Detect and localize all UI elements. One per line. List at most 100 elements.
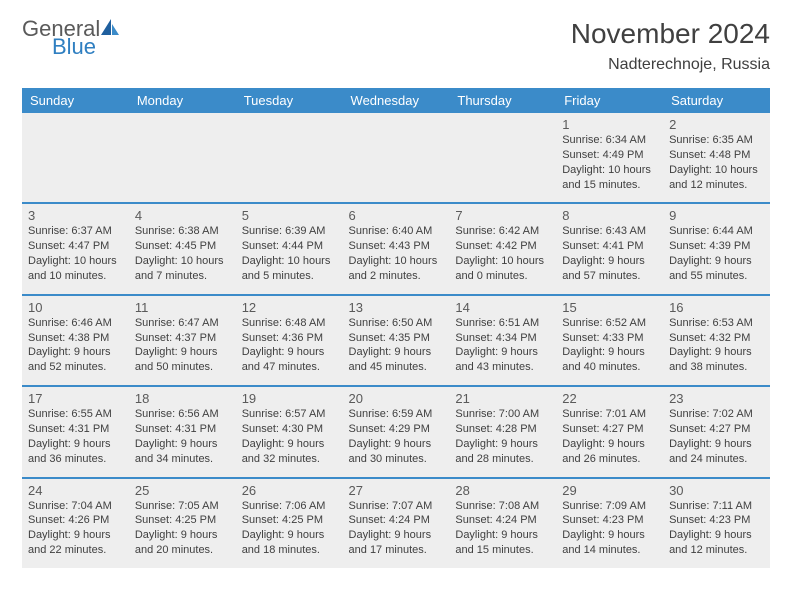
calendar-week-row: 24Sunrise: 7:04 AMSunset: 4:26 PMDayligh… [22,478,770,568]
day-sunset: Sunset: 4:42 PM [455,239,550,254]
day-daylight: Daylight: 9 hours and 57 minutes. [562,254,657,284]
logo-sail-icon [100,18,120,39]
day-number: 13 [349,300,444,315]
day-daylight: Daylight: 9 hours and 18 minutes. [242,528,337,558]
day-daylight: Daylight: 10 hours and 2 minutes. [349,254,444,284]
calendar-day-cell: 23Sunrise: 7:02 AMSunset: 4:27 PMDayligh… [663,386,770,477]
day-sunset: Sunset: 4:48 PM [669,148,764,163]
day-number: 14 [455,300,550,315]
calendar-week-row: 1Sunrise: 6:34 AMSunset: 4:49 PM Daylight… [22,113,770,203]
day-sunset: Sunset: 4:37 PM [135,331,230,346]
weekday-header: Tuesday [236,88,343,113]
day-daylight: Daylight: 9 hours and 22 minutes. [28,528,123,558]
calendar-week-row: 3Sunrise: 6:37 AMSunset: 4:47 PMDaylight… [22,203,770,294]
day-sunset: Sunset: 4:39 PM [669,239,764,254]
weekday-header: Saturday [663,88,770,113]
day-number: 21 [455,391,550,406]
calendar-day-cell: 11Sunrise: 6:47 AMSunset: 4:37 PMDayligh… [129,295,236,386]
day-number: 29 [562,483,657,498]
calendar-day-cell: 28Sunrise: 7:08 AMSunset: 4:24 PMDayligh… [449,478,556,568]
day-daylight: Daylight: 9 hours and 55 minutes. [669,254,764,284]
weekday-header-row: Sunday Monday Tuesday Wednesday Thursday… [22,88,770,113]
calendar-day-cell: 1Sunrise: 6:34 AMSunset: 4:49 PMDaylight… [556,113,663,203]
day-sunrise: Sunrise: 7:09 AM [562,499,657,514]
calendar-day-cell: 30Sunrise: 7:11 AMSunset: 4:23 PMDayligh… [663,478,770,568]
day-sunrise: Sunrise: 6:56 AM [135,407,230,422]
day-sunset: Sunset: 4:24 PM [455,513,550,528]
calendar-day-cell: 6Sunrise: 6:40 AMSunset: 4:43 PMDaylight… [343,203,450,294]
day-sunset: Sunset: 4:43 PM [349,239,444,254]
day-sunset: Sunset: 4:33 PM [562,331,657,346]
day-number: 2 [669,117,764,132]
day-daylight: Daylight: 9 hours and 24 minutes. [669,437,764,467]
day-sunset: Sunset: 4:23 PM [562,513,657,528]
day-sunset: Sunset: 4:47 PM [28,239,123,254]
day-daylight: Daylight: 9 hours and 36 minutes. [28,437,123,467]
day-number: 11 [135,300,230,315]
day-sunset: Sunset: 4:23 PM [669,513,764,528]
day-sunrise: Sunrise: 7:02 AM [669,407,764,422]
calendar-day-cell: 13Sunrise: 6:50 AMSunset: 4:35 PMDayligh… [343,295,450,386]
day-daylight: Daylight: 9 hours and 43 minutes. [455,345,550,375]
day-daylight: Daylight: 9 hours and 30 minutes. [349,437,444,467]
day-number: 16 [669,300,764,315]
day-sunrise: Sunrise: 6:48 AM [242,316,337,331]
calendar-day-cell: 26Sunrise: 7:06 AMSunset: 4:25 PMDayligh… [236,478,343,568]
day-sunset: Sunset: 4:38 PM [28,331,123,346]
calendar-day-cell: 24Sunrise: 7:04 AMSunset: 4:26 PMDayligh… [22,478,129,568]
calendar-day-cell [236,113,343,203]
day-number: 26 [242,483,337,498]
day-sunrise: Sunrise: 7:07 AM [349,499,444,514]
day-sunrise: Sunrise: 6:51 AM [455,316,550,331]
day-sunset: Sunset: 4:34 PM [455,331,550,346]
day-sunset: Sunset: 4:32 PM [669,331,764,346]
calendar-day-cell: 16Sunrise: 6:53 AMSunset: 4:32 PMDayligh… [663,295,770,386]
day-sunrise: Sunrise: 6:38 AM [135,224,230,239]
day-number: 5 [242,208,337,223]
month-title: November 2024 [571,18,770,50]
day-number: 15 [562,300,657,315]
day-sunset: Sunset: 4:25 PM [242,513,337,528]
calendar-day-cell: 19Sunrise: 6:57 AMSunset: 4:30 PMDayligh… [236,386,343,477]
day-sunrise: Sunrise: 6:35 AM [669,133,764,148]
day-sunset: Sunset: 4:30 PM [242,422,337,437]
calendar-day-cell: 21Sunrise: 7:00 AMSunset: 4:28 PMDayligh… [449,386,556,477]
calendar-week-row: 10Sunrise: 6:46 AMSunset: 4:38 PMDayligh… [22,295,770,386]
day-number: 20 [349,391,444,406]
day-daylight: Daylight: 9 hours and 40 minutes. [562,345,657,375]
day-sunrise: Sunrise: 7:08 AM [455,499,550,514]
calendar-day-cell: 2Sunrise: 6:35 AMSunset: 4:48 PMDaylight… [663,113,770,203]
day-number: 10 [28,300,123,315]
calendar-day-cell: 5Sunrise: 6:39 AMSunset: 4:44 PMDaylight… [236,203,343,294]
day-sunset: Sunset: 4:26 PM [28,513,123,528]
day-sunrise: Sunrise: 6:40 AM [349,224,444,239]
day-sunset: Sunset: 4:49 PM [562,148,657,163]
day-sunrise: Sunrise: 6:42 AM [455,224,550,239]
day-sunset: Sunset: 4:41 PM [562,239,657,254]
calendar-day-cell: 9Sunrise: 6:44 AMSunset: 4:39 PMDaylight… [663,203,770,294]
day-number: 9 [669,208,764,223]
day-sunrise: Sunrise: 6:44 AM [669,224,764,239]
day-daylight: Daylight: 9 hours and 52 minutes. [28,345,123,375]
day-number: 4 [135,208,230,223]
day-sunrise: Sunrise: 6:47 AM [135,316,230,331]
calendar-day-cell: 14Sunrise: 6:51 AMSunset: 4:34 PMDayligh… [449,295,556,386]
calendar-day-cell: 18Sunrise: 6:56 AMSunset: 4:31 PMDayligh… [129,386,236,477]
day-sunrise: Sunrise: 6:43 AM [562,224,657,239]
calendar-day-cell: 29Sunrise: 7:09 AMSunset: 4:23 PMDayligh… [556,478,663,568]
day-daylight: Daylight: 10 hours and 12 minutes. [669,163,764,193]
day-number: 22 [562,391,657,406]
day-daylight: Daylight: 9 hours and 12 minutes. [669,528,764,558]
day-sunset: Sunset: 4:31 PM [28,422,123,437]
weekday-header: Friday [556,88,663,113]
calendar-day-cell: 20Sunrise: 6:59 AMSunset: 4:29 PMDayligh… [343,386,450,477]
location: Nadterechnoje, Russia [571,56,770,74]
day-number: 1 [562,117,657,132]
calendar-day-cell: 3Sunrise: 6:37 AMSunset: 4:47 PMDaylight… [22,203,129,294]
day-sunrise: Sunrise: 7:00 AM [455,407,550,422]
day-sunrise: Sunrise: 6:50 AM [349,316,444,331]
day-sunrise: Sunrise: 6:34 AM [562,133,657,148]
day-number: 24 [28,483,123,498]
day-daylight: Daylight: 9 hours and 38 minutes. [669,345,764,375]
day-number: 23 [669,391,764,406]
